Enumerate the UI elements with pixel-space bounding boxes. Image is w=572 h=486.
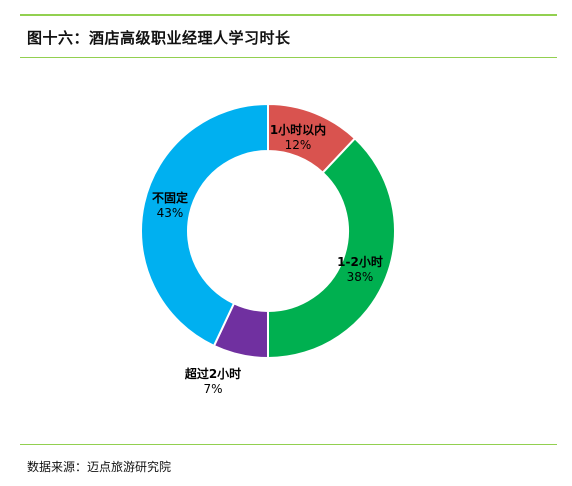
slice-value-1: 12% — [285, 138, 312, 152]
top-rule — [20, 14, 557, 16]
slice-label-1: 1小时以内 — [270, 122, 326, 137]
slice-label-4: 不固定 — [152, 190, 188, 205]
slice-label-3: 超过2小时 — [184, 366, 241, 381]
bottom-rule — [20, 444, 557, 445]
donut-slice-4 — [140, 102, 269, 348]
chart-title: 图十六：酒店高级职业经理人学习时长 — [27, 29, 291, 47]
slice-value-4: 43% — [157, 206, 184, 220]
source-note: 数据来源：迈点旅游研究院 — [27, 460, 172, 474]
slice-value-3: 7% — [203, 382, 222, 396]
slice-value-2: 38% — [347, 270, 374, 284]
title-divider — [20, 57, 557, 58]
slice-label-2: 1-2小时 — [337, 254, 383, 269]
donut-slice-2 — [267, 137, 396, 360]
